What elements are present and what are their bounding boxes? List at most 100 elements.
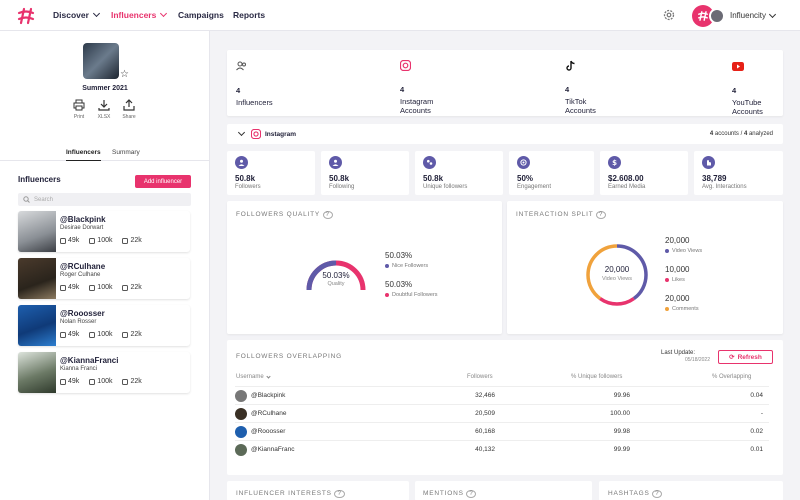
nav-discover[interactable]: Discover [53,9,100,20]
instagram-stat: 49k [60,284,79,291]
stat-value: 38,789 [702,174,727,183]
info-icon[interactable]: ? [652,490,663,498]
influencer-name: Kianna Franci [60,366,98,372]
avatar [235,408,247,420]
nav-campaigns[interactable]: Campaigns [178,10,224,20]
user-menu[interactable]: Influencity [692,4,792,27]
interests-title-text: INFLUENCER INTERESTS [236,490,332,497]
tab-summary[interactable]: Summary [112,149,140,156]
influencer-card[interactable]: @KiannaFranci Kianna Franci 49k 100k 22k [18,352,190,393]
influencer-name: Desirae Dorwart [60,225,104,231]
row-unique: 99.98 [613,428,630,435]
table-row[interactable]: @RCulhane 20,509 100.00 - [235,404,769,422]
instagram-stat: 49k [60,331,79,338]
influencer-card[interactable]: @Blackpink Desirae Dorwart 49k 100k 22k [18,211,190,252]
summary-influencers: 4 Influencers [236,58,273,107]
youtube-icon [122,331,129,338]
nav-influencers[interactable]: Influencers [111,9,168,20]
table-row[interactable]: @Rooosser 60,168 99.98 0.02 [235,422,769,440]
last-update: Last Update: 05/18/2022 [661,350,710,363]
col-overlapping: % Overlapping [712,374,752,380]
tiktok-count: 100k [97,378,113,385]
interaction-split-title: INTERACTION SPLIT ? [516,211,607,219]
accounts-analyzed: 4 accounts / 4 analyzed [710,131,773,137]
influencer-handle: @Blackpink [60,215,106,224]
youtube-count: 22k [130,331,142,338]
stat-value: 50.8k [235,174,256,183]
influencer-card[interactable]: @RCulhane Roger Culhane 49k 100k 22k [18,258,190,299]
stat-value: 50.8k [329,174,350,183]
print-button[interactable]: Print [64,99,94,120]
mentions-card: MENTIONS ? [415,481,592,500]
printer-icon [73,99,85,111]
followers-overlapping-card: FOLLOWERS OVERLAPPING Last Update: 05/18… [227,340,783,475]
col-username[interactable]: Username [236,374,271,380]
tab-influencers[interactable]: Influencers [66,149,101,161]
row-followers: 20,509 [475,410,495,417]
legend-dot [665,307,669,311]
user-icon [329,156,342,169]
stat-avg-interactions: 38,789 Avg. Interactions [694,151,783,195]
tiktok-stat: 100k [89,284,112,291]
influencer-photo [18,211,56,252]
comments-legend: Comments [665,306,699,312]
user-name-label: Influencity [730,11,767,20]
xlsx-button[interactable]: XLSX [89,99,119,120]
gear-icon[interactable] [662,8,676,22]
stat-following: 50.8k Following [321,151,409,195]
instagram-icon [399,59,412,72]
table-row[interactable]: @Blackpink 32,466 99.96 0.04 [235,386,769,404]
chevron-down-icon [768,10,777,18]
tiktok-icon [566,60,575,71]
influencer-handle: @RCulhane [60,262,106,271]
influencer-card[interactable]: @Rooosser Nolan Rosser 49k 100k 22k [18,305,190,346]
refresh-button[interactable]: ⟳ Refresh [718,350,773,364]
instagram-count: 49k [68,378,80,385]
youtube-count: 22k [130,284,142,291]
summary-card: 4 Influencers 4 Instagram Accounts 4 Tik… [227,50,783,116]
influencity-logo[interactable] [16,6,36,26]
tiktok-count: 100k [97,331,113,338]
instagram-stat: 49k [60,378,79,385]
nav-reports-label: Reports [233,10,266,20]
add-influencer-button[interactable]: Add influencer [135,175,191,188]
refresh-icon: ⟳ [729,354,735,361]
followers-quality-card: FOLLOWERS QUALITY ? 50.03% Quality 50.03… [227,201,502,334]
row-unique: 100.00 [610,410,630,417]
stat-followers: 50.8k Followers [227,151,315,195]
interaction-split-title-text: INTERACTION SPLIT [516,211,594,218]
influencers-heading: Influencers [18,175,61,184]
info-icon[interactable]: ? [466,490,477,498]
share-button[interactable]: Share [114,99,144,120]
nav-reports[interactable]: Reports [233,10,265,20]
summary-count: 4 [732,86,737,95]
comments-value: 20,000 [665,294,690,303]
instagram-icon [60,331,66,338]
info-icon[interactable]: ? [322,211,333,219]
tiktok-stat: 100k [89,331,112,338]
influencer-photo [18,305,56,346]
stat-label: Unique followers [423,184,468,190]
info-icon[interactable]: ? [334,490,345,498]
influencer-stats: 49k 100k 22k [60,378,142,385]
row-username: @Blackpink [251,392,286,399]
summary-tiktok: 4 TikTok Accounts [565,58,615,115]
star-icon[interactable]: ☆ [120,69,129,80]
summary-label: YouTube Accounts [732,98,763,116]
hashtag-icon [698,10,708,21]
row-followers: 60,168 [475,428,495,435]
download-icon [98,100,110,111]
summary-label: TikTok Accounts [565,97,596,115]
row-unique: 99.99 [613,446,630,453]
instagram-icon [251,129,261,139]
info-icon[interactable]: ? [596,211,607,219]
search-icon [23,196,30,203]
donut-comments [586,244,648,306]
table-row[interactable]: @KiannaFranc 40,132 99.99 0.01 [235,440,769,458]
row-username: @RCulhane [251,410,287,417]
row-overlap: 0.01 [750,446,763,453]
network-selector[interactable]: Instagram 4 accounts / 4 analyzed [227,124,783,144]
tiktok-icon [89,284,96,291]
search-input[interactable]: Search [18,193,191,206]
avatar [235,444,247,456]
